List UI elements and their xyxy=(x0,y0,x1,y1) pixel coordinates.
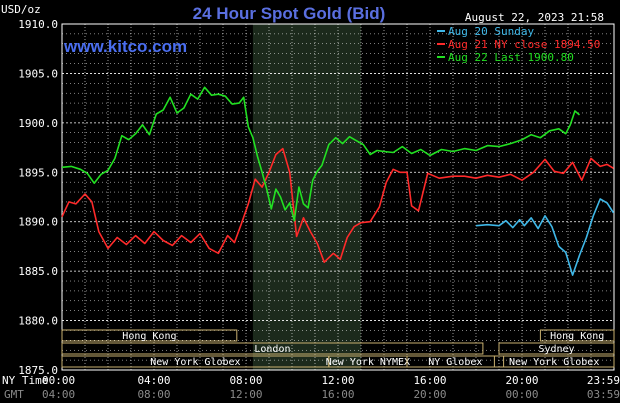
x-tick-label-ny: 00:00 xyxy=(42,374,75,387)
x-tick-label-ny: 04:00 xyxy=(137,374,170,387)
y-tick-label: 1900.0 xyxy=(18,117,58,130)
session-label: NY Globex xyxy=(428,357,482,368)
series-line-2 xyxy=(61,86,581,222)
session-bars: Hong Kong London New York Globex New York N… xyxy=(61,329,615,368)
x-tick-label-gmt: 04:00 xyxy=(42,388,75,401)
x-tick-label-gmt: 20:00 xyxy=(413,388,446,401)
y-tick-label: 1895.0 xyxy=(18,166,58,179)
session-label: Hong Kong xyxy=(122,331,176,342)
series-layer xyxy=(61,86,615,276)
x-tick-label-ny: 23:59 xyxy=(587,374,620,387)
session-bar xyxy=(61,329,238,342)
x-axis-ny-label: NY Time xyxy=(2,374,48,387)
session-label: New York Globex xyxy=(509,357,599,368)
axis-labels: 1910.0 1905.0 1900.0 1895.0 1890.0 1885.0 1880… xyxy=(2,18,620,401)
series-line-0 xyxy=(475,198,615,276)
x-tick-label-gmt: 08:00 xyxy=(137,388,170,401)
x-tick-label-ny: 16:00 xyxy=(413,374,446,387)
x-tick-label-gmt: 16:00 xyxy=(321,388,354,401)
x-tick-label-ny: 20:00 xyxy=(505,374,538,387)
session-bar xyxy=(406,355,505,368)
session-label: Hong Kong xyxy=(550,331,604,342)
chart-title: 24 Hour Spot Gold (Bid) xyxy=(193,4,386,23)
session-bar xyxy=(539,329,615,342)
x-tick-label-ny: 08:00 xyxy=(229,374,262,387)
session-label: New York NYMEX xyxy=(326,357,410,368)
x-tick-label-gmt: 00:00 xyxy=(505,388,538,401)
session-bar xyxy=(498,342,615,355)
nymex-session-shade xyxy=(252,24,361,370)
series-line-1 xyxy=(61,147,614,264)
y-tick-label: 1880.0 xyxy=(18,315,58,328)
session-label: London xyxy=(254,344,290,355)
y-tick-label: 1905.0 xyxy=(18,67,58,80)
legend-entry: Aug 22 Last 1900.80 xyxy=(448,51,574,64)
y-tick-label: 1910.0 xyxy=(18,18,58,31)
x-tick-label-ny: 12:00 xyxy=(321,374,354,387)
y-tick-label: 1885.0 xyxy=(18,265,58,278)
y-unit-label: USD/oz xyxy=(1,3,41,16)
session-bar xyxy=(493,355,615,368)
y-tick-label: 1890.0 xyxy=(18,216,58,229)
brand-url: www.kitco.com xyxy=(63,37,187,56)
legend-entry: Aug 21 NY close 1894.50 xyxy=(448,38,600,51)
session-label: Sydney xyxy=(538,344,574,355)
x-axis-gmt-label: GMT xyxy=(4,388,24,401)
legend-entry: Aug 20 Sunday xyxy=(448,25,534,38)
x-tick-label-gmt: 12:00 xyxy=(229,388,262,401)
timestamp: August 22, 2023 21:58 xyxy=(465,11,604,24)
x-tick-label-gmt: 03:59 xyxy=(587,388,620,401)
session-bar xyxy=(61,342,484,355)
session-label: New York Globex xyxy=(150,357,240,368)
y-tick-label: 1875.0 xyxy=(18,364,58,377)
